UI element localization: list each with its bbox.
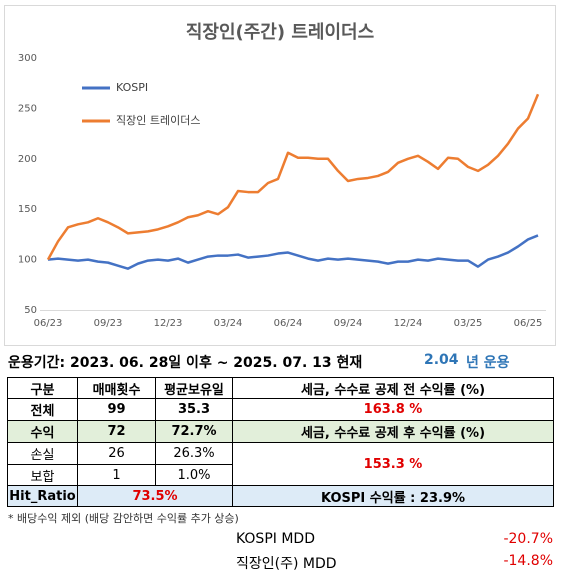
mdd-value: -20.7% (503, 531, 553, 547)
mdd-value: -14.8% (503, 553, 553, 569)
y-tick-label: 50 (24, 305, 37, 316)
cell: 72.7% (155, 420, 233, 443)
years: 2.04 (424, 352, 459, 368)
period: 운용기간: 2023. 06. 28일 이후 ~ 2025. 07. 13 현재 (8, 355, 363, 371)
cell: 26.3% (155, 442, 233, 465)
y-tick-label: 100 (18, 255, 37, 266)
cell: Hit_Ratio (7, 485, 78, 507)
chart-title: 직장인(주간) 트레이더스 (186, 22, 374, 43)
chart: 직장인(주간) 트레이더스 50 100 150 200 250 300 06/23 09/2… (4, 5, 556, 346)
cell: 163.8 % (232, 398, 554, 421)
cell: 수익 (7, 420, 78, 443)
cell: 35.3 (155, 398, 233, 421)
note: * 배당수익 제외 (배당 감안하면 수익률 추가 상승) (8, 512, 239, 525)
y-tick-label: 300 (18, 53, 37, 64)
legend-label: KOSPI (116, 81, 148, 94)
cell: 99 (77, 398, 156, 421)
x-tick-label: 06/25 (514, 318, 543, 329)
x-tick-label: 09/23 (94, 318, 123, 329)
cell: 보합 (7, 464, 78, 486)
mdd-label: KOSPI MDD (236, 531, 315, 547)
y-tick-label: 150 (18, 204, 37, 215)
x-tick-label: 03/25 (454, 318, 483, 329)
cell: 구분 (7, 377, 78, 399)
series-line (46, 93, 540, 261)
mdd-label: 직장인(주) MDD (236, 556, 337, 572)
cell: 1.0% (155, 464, 233, 486)
cell: 1 (77, 464, 156, 486)
stats-table: 구분 매매횟수 평균보유일 세금, 수수료 공제 전 수익률 (%) 전체 99… (7, 377, 554, 507)
cell: 전체 (7, 398, 78, 421)
cell: 매매횟수 (77, 377, 156, 399)
cell: 72 (77, 420, 156, 443)
x-tick-label: 12/23 (154, 318, 183, 329)
series-line (47, 234, 539, 270)
x-tick-label: 03/24 (214, 318, 243, 329)
years-unit: 년 운용 (466, 355, 510, 371)
cell: 153.3 % (232, 442, 554, 486)
cell: 세금, 수수료 공제 후 수익률 (%) (232, 420, 554, 443)
cell: 26 (77, 442, 156, 465)
x-tick-label: 12/24 (394, 318, 423, 329)
cell: KOSPI 수익률 : 23.9% (232, 485, 554, 507)
x-tick-label: 06/23 (34, 318, 63, 329)
x-tick-label: 06/24 (274, 318, 303, 329)
cell: 73.5% (77, 485, 233, 507)
y-tick-label: 200 (18, 154, 37, 165)
cell: 손실 (7, 442, 78, 465)
cell: 평균보유일 (155, 377, 233, 399)
cell: 세금, 수수료 공제 전 수익률 (%) (232, 377, 554, 399)
x-tick-label: 09/24 (334, 318, 363, 329)
legend-label: 직장인 트레이더스 (116, 114, 200, 127)
y-tick-label: 250 (18, 103, 37, 114)
